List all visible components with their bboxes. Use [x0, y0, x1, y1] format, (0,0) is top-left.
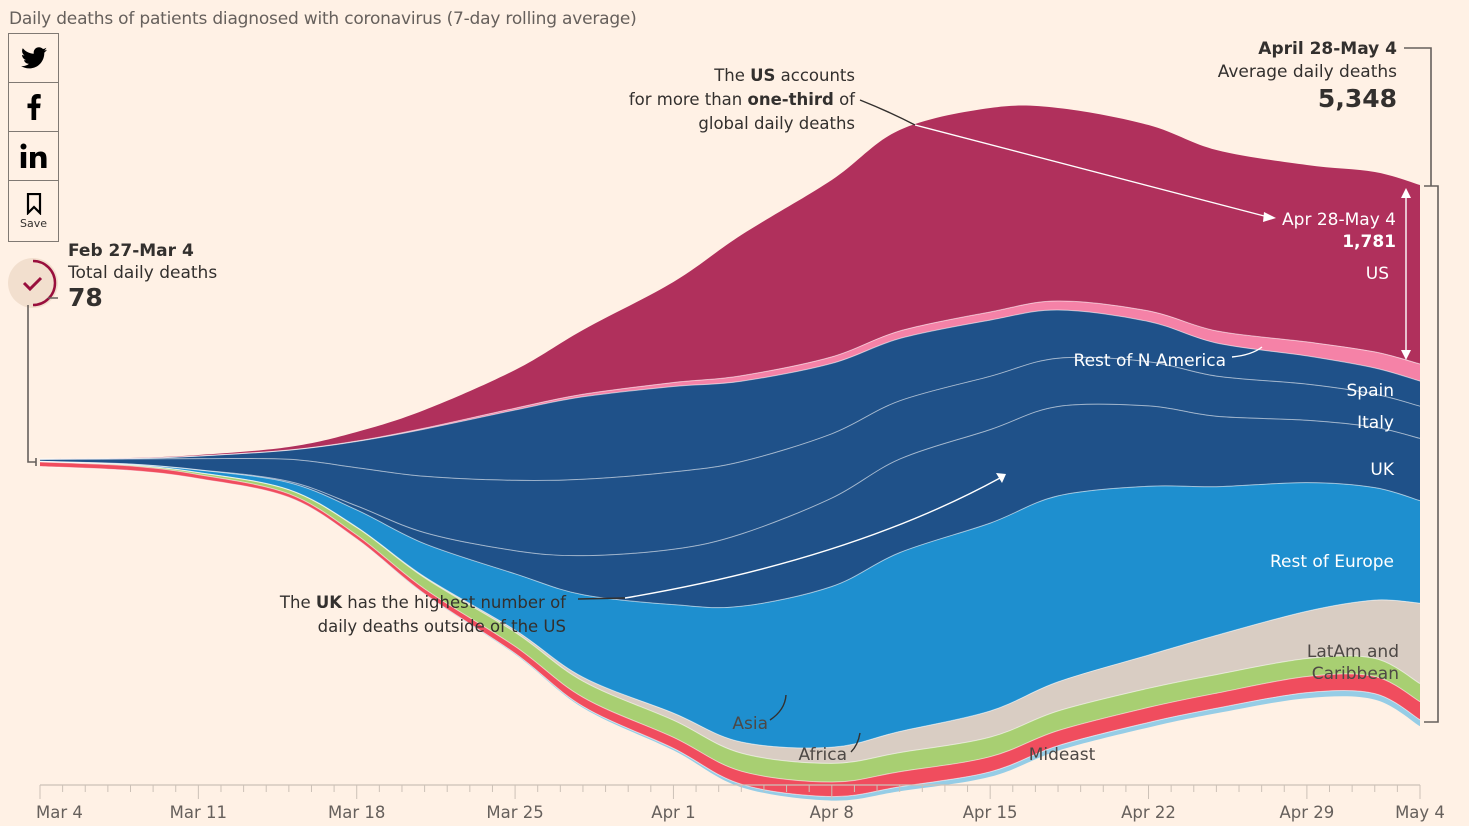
bookmark-icon [26, 192, 41, 215]
uk-note-leader [577, 597, 626, 600]
share-linkedin-button[interactable] [9, 132, 58, 181]
end-bracket [1404, 47, 1439, 723]
share-twitter-button[interactable] [9, 34, 58, 83]
us-note-arrow [914, 124, 1269, 218]
layer-separators [39, 300, 1421, 798]
end-value: 5,348 [1317, 84, 1397, 113]
x-tick-label: Mar 25 [486, 803, 543, 822]
stream-layers [40, 105, 1420, 801]
x-tick-label: Apr 22 [1121, 803, 1176, 822]
separator-2 [39, 309, 1421, 460]
x-tick-label: Mar 11 [170, 803, 227, 822]
us-range-arrow [1401, 188, 1411, 360]
checkmark-icon [22, 259, 57, 307]
start-annotation: Feb 27-Mar 4 Total daily deaths 78 [68, 240, 217, 312]
us-note-leader [859, 99, 916, 126]
layer-rest-of-n-america [40, 300, 1420, 460]
x-tick-label: Apr 29 [1279, 803, 1334, 822]
save-label: Save [19, 216, 47, 230]
layer-italy [40, 357, 1420, 556]
separator-7 [39, 461, 1421, 764]
us-note: The US accounts for more than one-third … [628, 66, 855, 133]
x-tick-label: Apr 8 [810, 803, 854, 822]
separator-8 [39, 461, 1421, 783]
x-tick-label: Mar 4 [36, 803, 83, 822]
twitter-icon [20, 47, 47, 69]
uk-note: The UK has the highest number of daily d… [279, 593, 566, 636]
label-italy: Italy [1357, 413, 1394, 433]
label-us-period: Apr 28-May 4 [1282, 210, 1396, 230]
read-progress-indicator[interactable] [8, 258, 58, 308]
start-period: Feb 27-Mar 4 [68, 241, 194, 261]
save-button[interactable]: Save [9, 181, 58, 241]
layer-latam-and-caribbean [40, 461, 1420, 764]
share-toolbar: Save [8, 33, 59, 242]
separator-3 [39, 356, 1421, 482]
separator-5 [39, 460, 1421, 609]
x-axis: Mar 4 Mar 11 Mar 18 Mar 25 Apr 1 Apr 8 Apr 15 A… [36, 784, 1445, 822]
separator-4 [39, 403, 1421, 557]
label-latam-2: Caribbean [1312, 664, 1399, 684]
label-spain: Spain [1347, 381, 1395, 401]
label-asia: Asia [732, 714, 768, 734]
layer-rest-of-europe [40, 461, 1420, 749]
layer-spain [40, 309, 1420, 481]
end-annotation: April 28-May 4 Average daily deaths 5,34… [1218, 38, 1397, 114]
asia-leader [769, 694, 787, 721]
share-facebook-button[interactable] [9, 83, 58, 132]
layer-us [40, 105, 1420, 460]
x-tick-label: May 4 [1395, 803, 1445, 822]
africa-leader [850, 732, 861, 753]
start-bracket [27, 297, 58, 466]
x-tick-label: Apr 15 [963, 803, 1018, 822]
layer-uk [40, 404, 1420, 608]
x-tick-label: Apr 1 [651, 803, 695, 822]
label-rest-n-america: Rest of N America [1074, 351, 1226, 371]
label-us-value: 1,781 [1342, 232, 1396, 252]
chart-subtitle: Daily deaths of patients diagnosed with … [9, 9, 637, 29]
rona-leader [1231, 346, 1263, 358]
label-us: US [1366, 264, 1389, 284]
x-tick-label: Mar 18 [328, 803, 385, 822]
start-value: 78 [68, 283, 103, 312]
label-latam-1: LatAm and [1307, 642, 1399, 662]
label-mideast: Mideast [1029, 745, 1096, 765]
separator-9 [39, 465, 1421, 798]
linkedin-icon [20, 143, 46, 168]
facebook-icon [27, 94, 41, 120]
label-uk: UK [1370, 460, 1394, 480]
label-africa: Africa [799, 745, 848, 765]
uk-note-arrow [624, 477, 1001, 599]
end-label: Average daily deaths [1217, 62, 1397, 82]
label-rest-of-europe: Rest of Europe [1270, 552, 1394, 572]
start-label: Total daily deaths [68, 263, 218, 283]
end-period: April 28-May 4 [1258, 39, 1397, 59]
